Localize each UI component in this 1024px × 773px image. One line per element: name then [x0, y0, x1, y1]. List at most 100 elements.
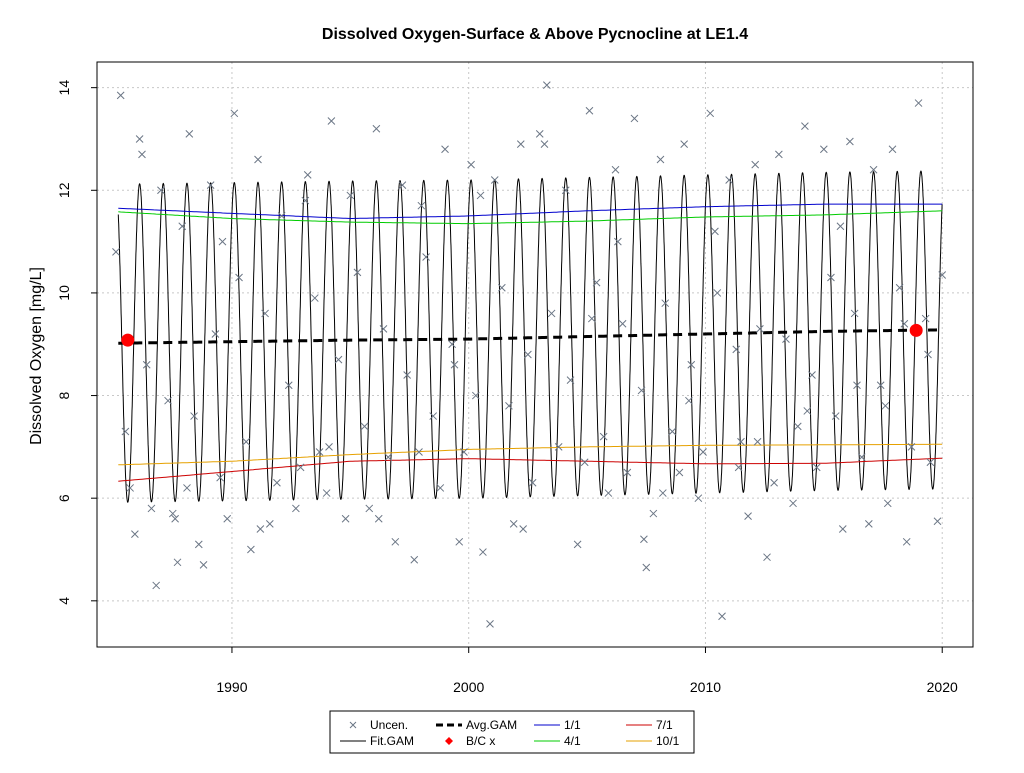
uncen-point — [398, 181, 407, 190]
uncen-point — [713, 289, 722, 297]
uncen-point — [519, 525, 528, 533]
series-p1-line — [118, 203, 943, 219]
uncen-point — [819, 145, 828, 154]
uncen-point — [152, 581, 161, 590]
y-tick-label: 14 — [56, 80, 72, 96]
uncen-point — [734, 463, 743, 472]
uncen-point — [587, 314, 596, 323]
legend-box — [329, 710, 695, 754]
uncen-point — [592, 278, 601, 287]
uncen-point — [505, 401, 513, 410]
plot-frame — [96, 61, 974, 648]
uncen-point — [547, 309, 556, 318]
uncen-point — [235, 273, 243, 282]
uncen-point — [881, 401, 890, 410]
uncen-point — [410, 555, 419, 564]
uncen-point — [938, 271, 947, 279]
legend-item-p1: 1/1 — [534, 718, 581, 732]
uncen-point — [808, 371, 816, 379]
uncen-point — [753, 437, 762, 446]
uncen-point — [566, 376, 575, 385]
legend-label: Avg.GAM — [466, 718, 517, 732]
uncen-point — [112, 248, 120, 256]
uncen-point — [471, 391, 480, 400]
uncen-point — [277, 212, 286, 220]
uncen-point — [661, 299, 670, 308]
legend-item-fit: Fit.GAM — [340, 734, 414, 748]
uncen-point — [178, 222, 187, 231]
uncen-point — [173, 558, 182, 567]
series-p10-line — [118, 443, 943, 466]
chart-title: Dissolved Oxygen-Surface & Above Pycnocl… — [322, 26, 748, 43]
uncen-point — [379, 324, 388, 333]
uncen-point — [216, 473, 224, 482]
series-avg-line — [118, 328, 943, 345]
uncen-point — [656, 155, 665, 164]
uncen-point — [637, 386, 646, 395]
uncen-point — [907, 443, 916, 451]
uncen-point — [116, 91, 125, 100]
uncen-point — [827, 273, 835, 282]
uncen-point — [642, 563, 651, 572]
uncen-point — [528, 478, 537, 487]
uncen-point — [422, 253, 430, 261]
uncen-point — [725, 176, 733, 184]
uncen-point — [803, 407, 812, 415]
uncen-point — [921, 314, 930, 323]
uncen-point — [455, 537, 464, 546]
uncen-point — [334, 355, 343, 364]
uncen-point — [850, 309, 859, 318]
uncen-point — [640, 535, 648, 544]
uncen-point — [301, 196, 310, 205]
uncen-point — [450, 360, 459, 369]
legend-marker-diamond — [445, 737, 453, 745]
uncen-point — [498, 283, 506, 292]
x-tick-label: 2000 — [453, 679, 484, 695]
uncen-point — [535, 129, 544, 138]
uncen-point — [429, 412, 438, 420]
uncen-point — [284, 381, 293, 390]
uncen-point — [183, 484, 191, 492]
uncen-point — [630, 114, 639, 123]
uncen-point — [756, 324, 764, 333]
uncen-point — [580, 458, 589, 467]
uncen-point — [694, 494, 703, 503]
series-layer — [117, 170, 943, 503]
uncen-point — [846, 137, 854, 146]
uncen-point — [415, 448, 423, 456]
uncen-point — [675, 468, 684, 477]
y-tick-label: 12 — [56, 182, 72, 198]
uncen-point — [185, 129, 194, 138]
uncen-point — [831, 412, 840, 420]
uncen-point — [649, 509, 658, 518]
uncen-point — [168, 509, 177, 518]
uncen-point — [190, 412, 198, 420]
uncen-point — [126, 484, 134, 492]
uncen-point — [322, 489, 331, 497]
uncen-point — [211, 330, 220, 338]
uncen-point — [230, 109, 239, 118]
uncen-point — [121, 427, 130, 436]
uncen-point — [292, 504, 300, 513]
uncen-point — [782, 335, 790, 343]
uncen-point — [218, 237, 227, 246]
legend-item-p10: 10/1 — [626, 734, 680, 748]
uncen-point — [853, 381, 861, 390]
uncen-point — [360, 422, 369, 431]
uncen-point — [199, 561, 208, 569]
uncen-point — [668, 427, 677, 436]
x-tick-label: 2020 — [927, 679, 958, 695]
uncen-point — [888, 145, 897, 154]
uncen-point — [914, 99, 923, 107]
uncen-point — [194, 540, 203, 549]
uncen-point — [374, 514, 383, 523]
uncen-point — [876, 381, 885, 390]
uncen-point — [516, 140, 525, 148]
y-tick-label: 6 — [56, 494, 72, 502]
uncen-point — [273, 478, 281, 487]
uncen-point — [467, 160, 475, 169]
axes-layer: 1990 2000 2010 2020 4 6 8 10 12 14 — [56, 80, 958, 695]
uncen-point — [680, 140, 689, 148]
